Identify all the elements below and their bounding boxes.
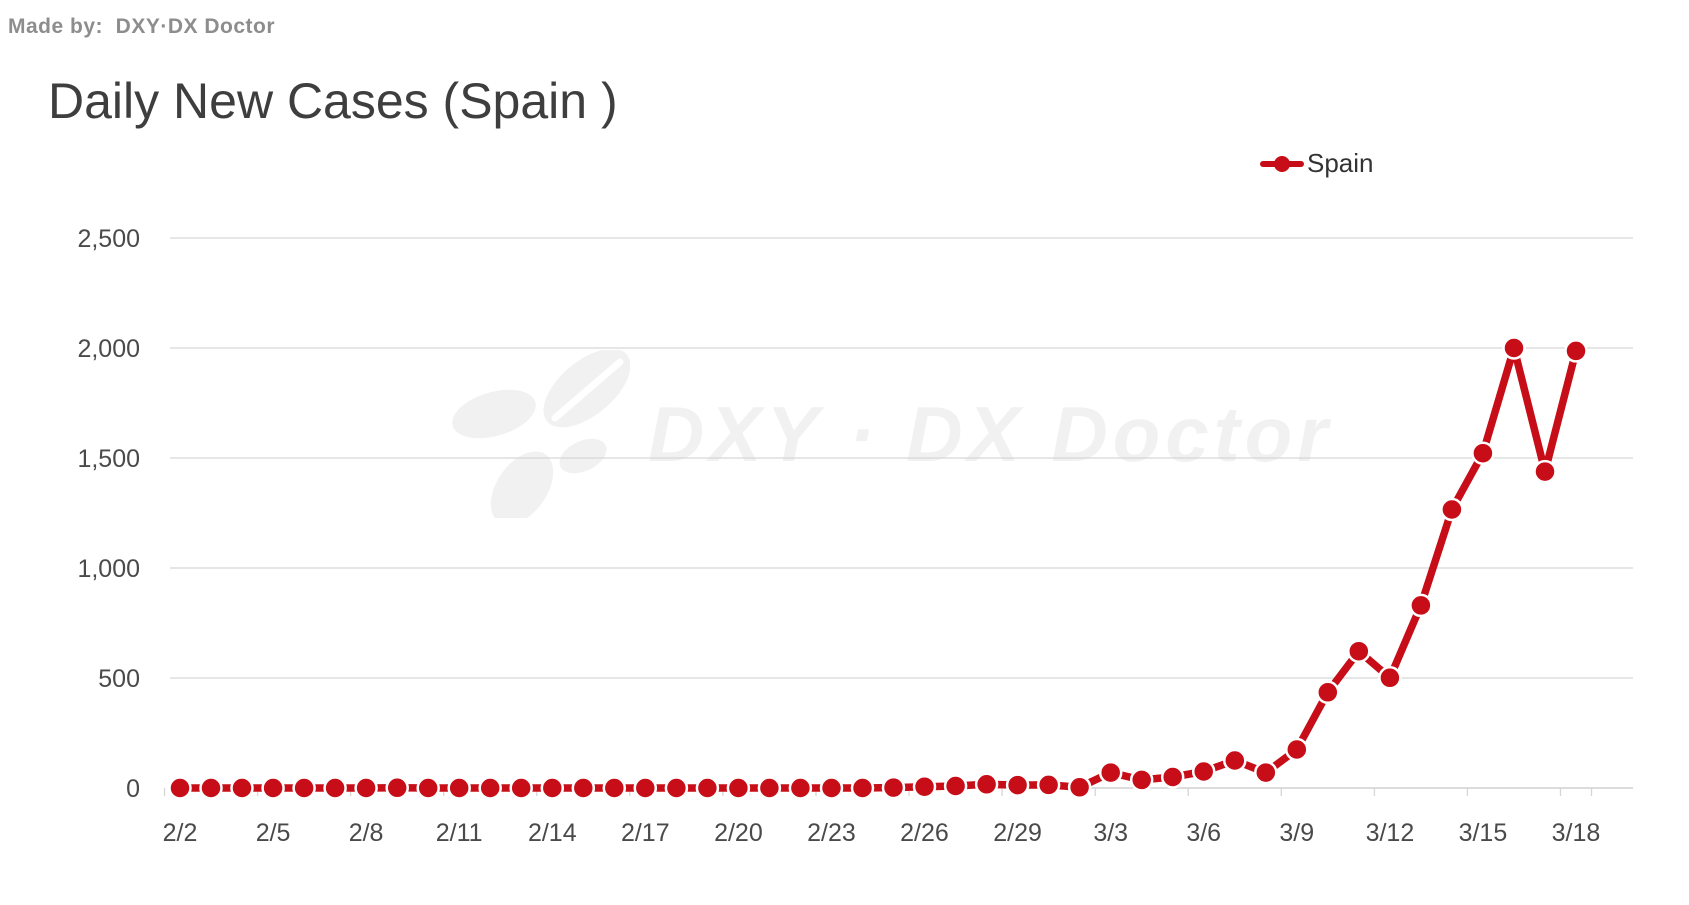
- x-axis-label: 3/15: [1459, 819, 1508, 847]
- watermark: DXY · DX Doctor: [452, 350, 1333, 518]
- data-point[interactable]: [726, 776, 751, 800]
- x-axis-label: 2/2: [163, 819, 198, 847]
- data-point[interactable]: [633, 776, 658, 800]
- data-point[interactable]: [1098, 760, 1123, 785]
- data-point[interactable]: [1254, 760, 1278, 785]
- y-axis-label: 1,000: [77, 555, 140, 583]
- data-point[interactable]: [850, 776, 875, 800]
- data-point[interactable]: [323, 776, 347, 800]
- y-axis-label: 2,000: [77, 335, 140, 363]
- data-point[interactable]: [1067, 775, 1092, 800]
- y-axis-label: 2,500: [77, 225, 140, 253]
- data-point[interactable]: [788, 776, 813, 800]
- data-point[interactable]: [1285, 737, 1309, 762]
- data-point[interactable]: [1471, 441, 1495, 465]
- data-point[interactable]: [540, 776, 565, 800]
- x-axis-label: 3/18: [1552, 819, 1601, 847]
- data-point[interactable]: [1223, 748, 1247, 773]
- made-by-label: Made by: DXY·DX Doctor: [8, 15, 276, 38]
- x-axis-label: 3/6: [1186, 819, 1221, 847]
- chart-title: Daily New Cases (Spain ): [48, 73, 618, 129]
- data-point[interactable]: [385, 776, 409, 800]
- data-point[interactable]: [1005, 773, 1030, 797]
- x-axis-label: 2/17: [621, 819, 670, 847]
- data-point[interactable]: [1191, 759, 1216, 784]
- data-point[interactable]: [292, 776, 316, 800]
- x-axis-label: 3/3: [1093, 819, 1128, 847]
- x-axis-label: 2/29: [993, 819, 1042, 847]
- data-point[interactable]: [881, 775, 906, 800]
- y-axis-label: 0: [126, 775, 140, 803]
- x-axis-label: 2/26: [900, 819, 949, 847]
- x-axis-label: 3/12: [1366, 819, 1415, 847]
- x-axis-label: 2/14: [528, 819, 577, 847]
- data-point[interactable]: [509, 776, 533, 800]
- data-point[interactable]: [695, 776, 720, 800]
- data-point[interactable]: [664, 776, 689, 800]
- data-point[interactable]: [261, 776, 285, 800]
- data-point[interactable]: [1409, 593, 1433, 618]
- data-point[interactable]: [1440, 497, 1464, 522]
- data-point[interactable]: [354, 776, 378, 800]
- x-axis-label: 3/9: [1279, 819, 1314, 847]
- data-point[interactable]: [168, 776, 192, 800]
- data-point[interactable]: [912, 774, 937, 799]
- data-point[interactable]: [230, 776, 254, 800]
- legend-label: Spain: [1307, 148, 1374, 178]
- data-point[interactable]: [1160, 765, 1185, 789]
- data-point[interactable]: [974, 772, 999, 797]
- legend-marker-icon: [1260, 155, 1304, 173]
- x-axis-label: 2/11: [436, 819, 483, 847]
- x-axis-label: 2/8: [349, 819, 384, 847]
- data-point[interactable]: [1564, 339, 1588, 363]
- watermark-text: DXY · DX Doctor: [648, 389, 1333, 478]
- dxy-leaf-icon: [452, 350, 630, 518]
- x-axis-label: 2/23: [807, 819, 856, 847]
- x-axis-label: 2/20: [714, 819, 763, 847]
- data-point[interactable]: [1036, 773, 1061, 797]
- data-point[interactable]: [943, 774, 968, 798]
- data-point[interactable]: [602, 776, 627, 800]
- legend-item-spain[interactable]: Spain: [1260, 148, 1374, 179]
- x-axis-label: 2/5: [256, 819, 291, 847]
- data-point[interactable]: [1316, 680, 1340, 705]
- data-point[interactable]: [478, 776, 502, 800]
- data-point[interactable]: [1533, 459, 1557, 484]
- y-axis-label: 1,500: [77, 445, 140, 473]
- series-line-spain: [176, 344, 1580, 792]
- data-point[interactable]: [447, 776, 471, 800]
- data-point[interactable]: [1347, 639, 1371, 663]
- data-point[interactable]: [819, 776, 844, 800]
- data-point[interactable]: [1378, 666, 1402, 690]
- data-point[interactable]: [1502, 336, 1526, 360]
- data-point[interactable]: [416, 776, 440, 800]
- data-point[interactable]: [571, 776, 596, 800]
- data-point[interactable]: [1129, 768, 1154, 792]
- data-point[interactable]: [199, 776, 223, 800]
- legend-dot-shape: [1274, 155, 1290, 172]
- y-axis-label: 500: [98, 665, 140, 693]
- data-point[interactable]: [757, 776, 782, 800]
